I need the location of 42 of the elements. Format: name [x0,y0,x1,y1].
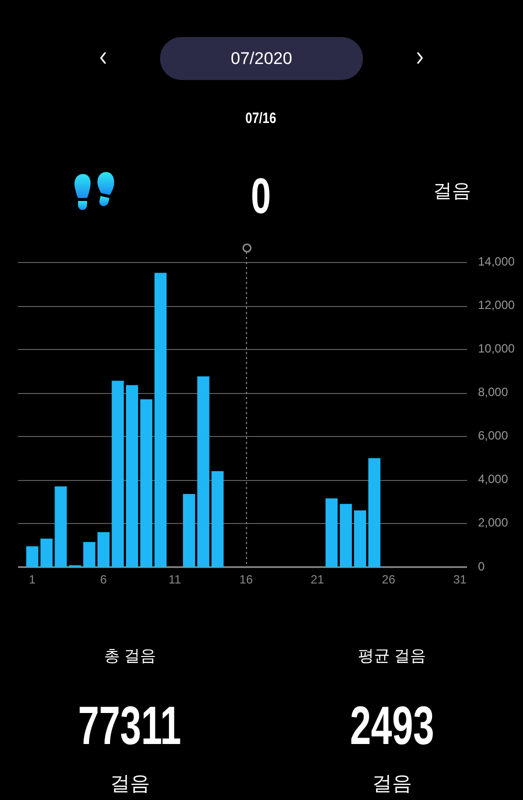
bar [26,546,38,567]
bar [340,504,352,567]
x-tick-label: 11 [168,572,182,587]
y-tick-label: 6,000 [478,428,508,443]
text: 평균 걸음 [358,647,426,667]
bar [54,486,67,567]
bar [83,542,96,567]
text: 걸음 [433,180,471,204]
text: 걸음 [110,772,150,796]
chart-subtitle: 07/16 [246,110,276,128]
bar [154,272,167,567]
bar [182,494,196,567]
text: 걸음 [372,772,412,796]
bar [97,532,110,567]
bar [197,376,210,567]
x-tick-label: 6 [100,572,108,587]
text: 77311 [78,694,182,758]
x-tick-label: 1 [28,572,36,587]
bar [354,510,366,567]
y-tick-label: 12,000 [478,298,516,312]
bar [40,538,53,567]
text: 총 걸음 [104,647,156,667]
bar [112,380,124,567]
date-selector: 07/2020 [160,37,363,80]
bar [212,471,224,567]
text: 0 [250,167,272,226]
x-tick-label: 26 [382,572,396,587]
y-tick-label: 14,000 [478,254,516,268]
bar [368,458,380,567]
y-tick-label: 8,000 [478,385,508,400]
x-tick-label: 21 [310,572,324,587]
y-tick-label: 10,000 [478,341,516,356]
y-tick-label: 0 [478,559,485,574]
text: 2493 [350,694,434,758]
bar [326,498,338,567]
y-tick-label: 2,000 [478,516,508,530]
chart-title: 07/2020 [230,49,292,68]
bar [140,399,152,567]
bar [126,385,138,567]
x-tick-label: 31 [453,572,467,587]
y-tick-label: 4,000 [478,472,508,486]
x-tick-label: 16 [239,572,254,587]
